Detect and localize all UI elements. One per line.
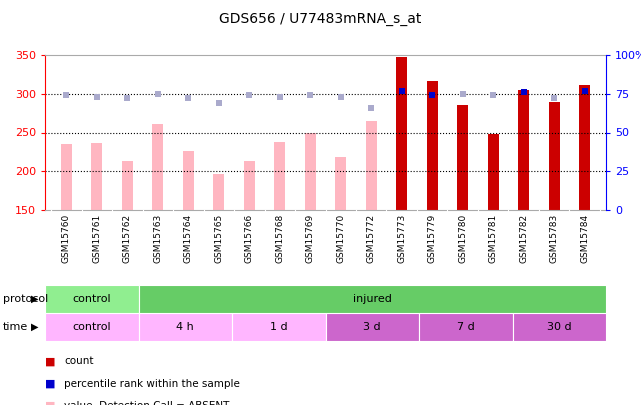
Text: percentile rank within the sample: percentile rank within the sample <box>64 379 240 388</box>
Text: GSM15783: GSM15783 <box>550 214 559 263</box>
Text: ▶: ▶ <box>31 322 38 332</box>
Bar <box>138 313 232 341</box>
Text: ■: ■ <box>45 356 56 366</box>
Text: GSM15781: GSM15781 <box>488 214 497 263</box>
Bar <box>366 121 376 210</box>
Text: GSM15772: GSM15772 <box>367 214 376 263</box>
Text: GSM15760: GSM15760 <box>62 214 71 263</box>
Text: GSM15782: GSM15782 <box>519 214 528 263</box>
Text: ■: ■ <box>45 379 56 388</box>
Bar <box>458 105 468 210</box>
Text: 3 d: 3 d <box>363 322 381 332</box>
Bar <box>244 161 254 210</box>
Bar <box>92 143 102 210</box>
Text: GSM15769: GSM15769 <box>306 214 315 263</box>
Text: ■: ■ <box>45 401 56 405</box>
Text: GSM15762: GSM15762 <box>123 214 132 263</box>
Text: protocol: protocol <box>3 294 49 304</box>
Bar <box>213 174 224 210</box>
Bar <box>579 85 590 210</box>
Text: GSM15765: GSM15765 <box>214 214 223 263</box>
Bar <box>549 102 560 210</box>
Bar <box>326 313 419 341</box>
Text: ▶: ▶ <box>31 294 38 304</box>
Text: GSM15766: GSM15766 <box>245 214 254 263</box>
Text: GSM15763: GSM15763 <box>153 214 162 263</box>
Text: control: control <box>72 322 111 332</box>
Bar <box>513 313 606 341</box>
Bar <box>274 142 285 210</box>
Text: control: control <box>72 294 111 304</box>
Text: GSM15770: GSM15770 <box>337 214 345 263</box>
Text: time: time <box>3 322 28 332</box>
Bar <box>335 156 346 210</box>
Text: GSM15780: GSM15780 <box>458 214 467 263</box>
Bar <box>427 81 438 210</box>
Text: GSM15773: GSM15773 <box>397 214 406 263</box>
Bar <box>45 313 138 341</box>
Text: count: count <box>64 356 94 366</box>
Text: GSM15764: GSM15764 <box>184 214 193 263</box>
Text: GSM15779: GSM15779 <box>428 214 437 263</box>
Text: injured: injured <box>353 294 392 304</box>
Bar <box>183 151 194 210</box>
Text: 7 d: 7 d <box>457 322 474 332</box>
Bar <box>488 134 499 210</box>
Text: 30 d: 30 d <box>547 322 572 332</box>
Bar <box>153 124 163 210</box>
Bar <box>305 132 315 210</box>
Bar <box>419 313 513 341</box>
Bar <box>232 313 326 341</box>
Text: 1 d: 1 d <box>270 322 288 332</box>
Bar <box>45 285 138 313</box>
Bar <box>122 161 133 210</box>
Text: GSM15784: GSM15784 <box>580 214 589 263</box>
Bar <box>519 90 529 210</box>
Bar <box>138 285 606 313</box>
Text: GDS656 / U77483mRNA_s_at: GDS656 / U77483mRNA_s_at <box>219 12 422 26</box>
Text: GSM15768: GSM15768 <box>275 214 284 263</box>
Bar <box>396 57 407 210</box>
Text: value, Detection Call = ABSENT: value, Detection Call = ABSENT <box>64 401 229 405</box>
Text: 4 h: 4 h <box>176 322 194 332</box>
Bar <box>61 144 72 210</box>
Text: GSM15761: GSM15761 <box>92 214 101 263</box>
